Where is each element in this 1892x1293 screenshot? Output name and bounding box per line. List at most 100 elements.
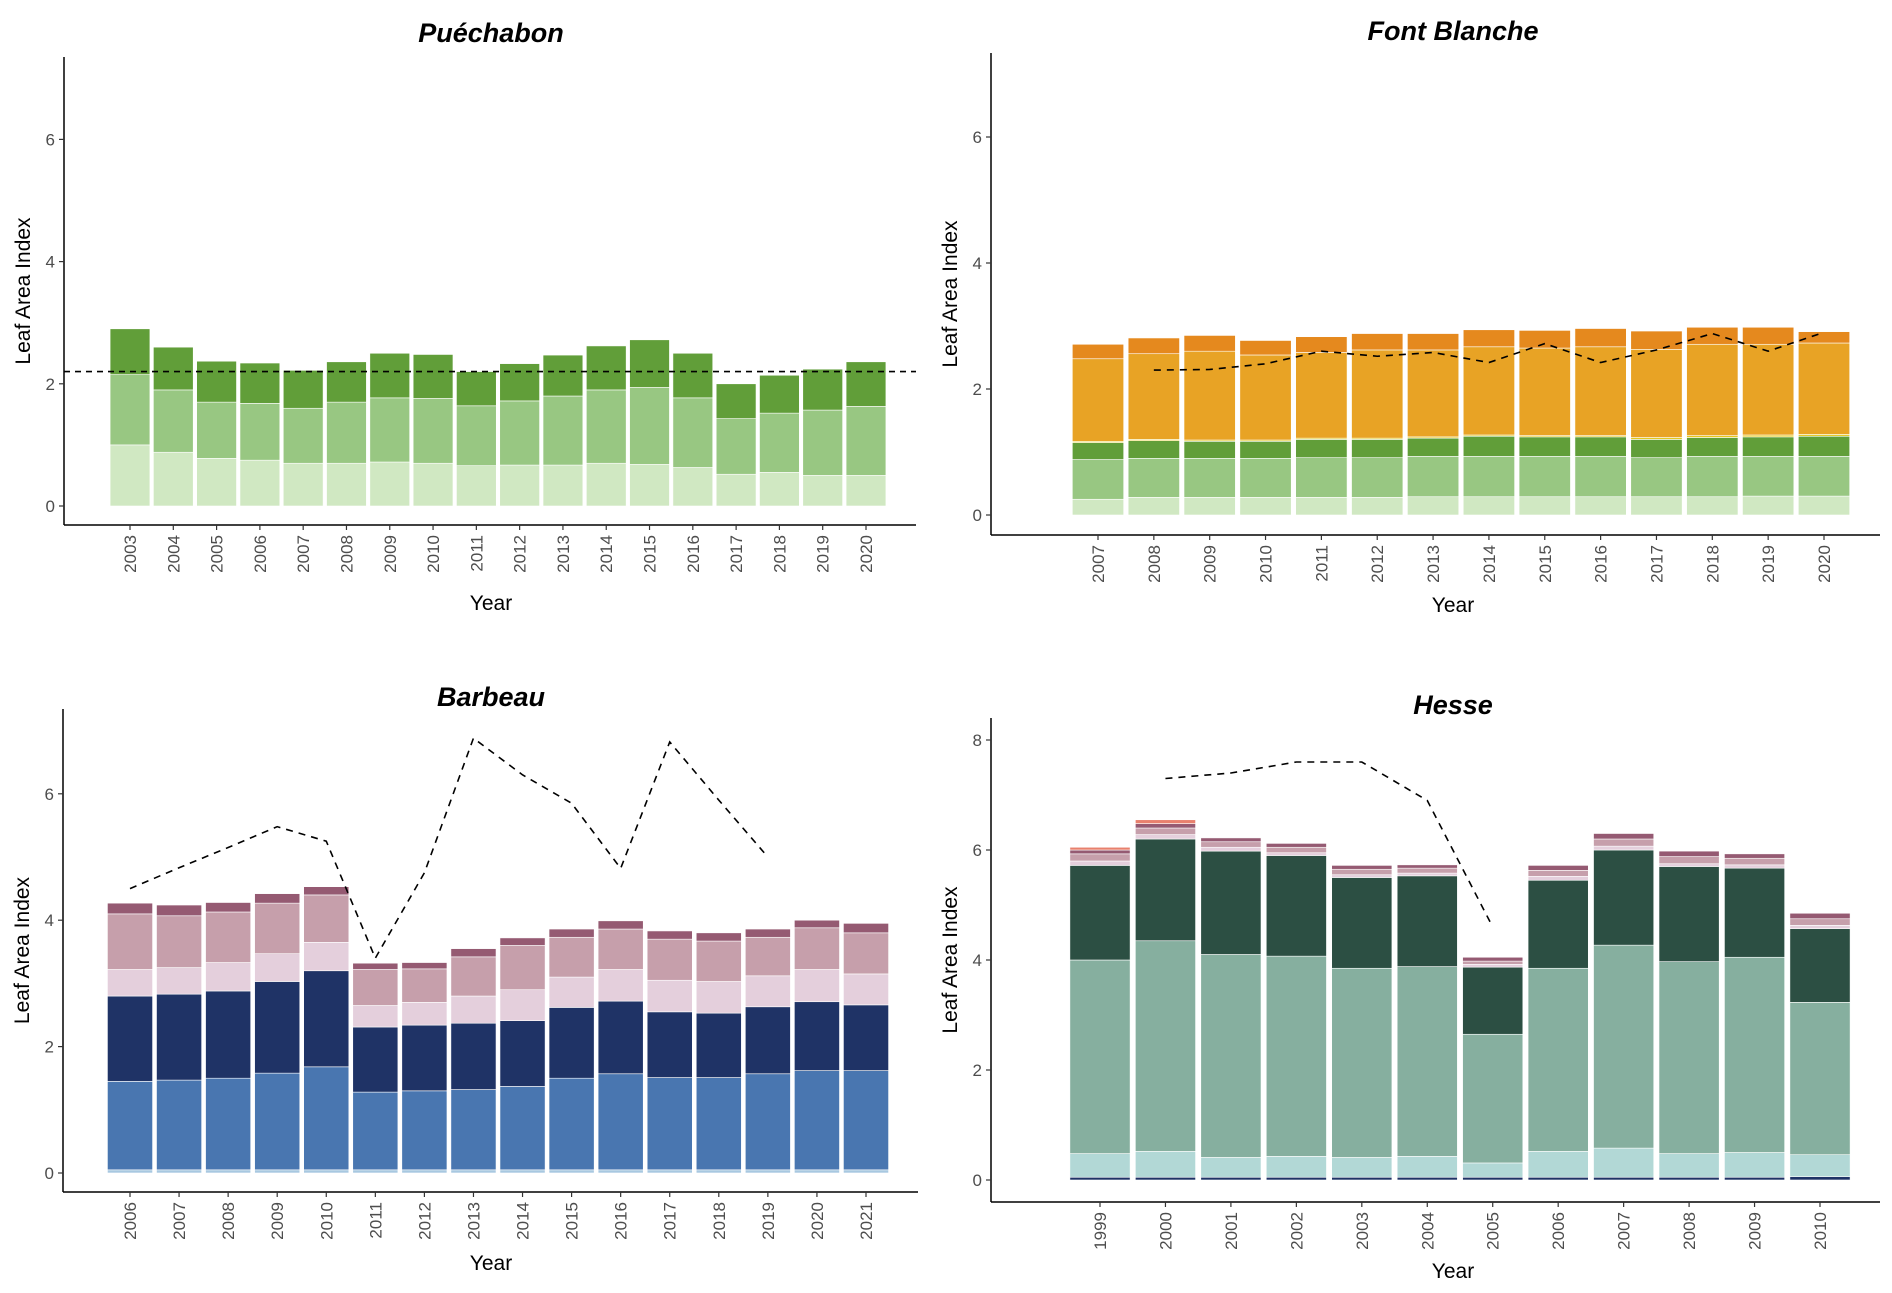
bar-segment-2010-layer-3 (1789, 1002, 1851, 1155)
bar-segment-2009-layer-3 (369, 352, 410, 399)
bar-segment-2020-layer-1 (1798, 495, 1850, 516)
x-axis-title: Year (470, 592, 512, 615)
bar-segment-2009-layer-2 (254, 1072, 301, 1171)
bar-segment-2014-layer-1 (499, 1169, 546, 1174)
bar-segment-2011-layer-1 (456, 465, 497, 507)
bar-segment-2009-layer-1 (369, 461, 410, 507)
bar-segment-2015-layer-1 (629, 464, 670, 507)
x-tick-label: 2006 (121, 1202, 140, 1240)
bar-segment-2018-layer-3 (1686, 437, 1739, 457)
bar-segment-2016-layer-5 (1574, 346, 1627, 436)
bar-segment-2008-layer-3 (205, 990, 252, 1079)
bar-segment-2014-layer-2 (586, 389, 627, 464)
bar-segment-2011-layer-2 (456, 405, 497, 466)
bar-segment-2006-layer-3 (239, 362, 281, 404)
bar-segment-2019-layer-2 (744, 1073, 791, 1171)
bar-segment-1999-layer-4 (1069, 865, 1131, 961)
bar-segment-2014-layer-2 (499, 1086, 546, 1171)
bar-segment-2012-layer-2 (499, 400, 540, 466)
bar-segment-2009-layer-3 (1183, 440, 1236, 459)
bar-segment-2018-layer-1 (695, 1169, 742, 1174)
bar-segment-2009-layer-5 (254, 902, 301, 954)
y-tick-label: 0 (46, 497, 55, 516)
x-tick-label: 2006 (251, 535, 270, 573)
bar-segment-2003-layer-3 (1331, 967, 1393, 1158)
bar-segment-2013-layer-3 (1407, 437, 1460, 457)
bar-segment-2008-layer-2 (1658, 1153, 1720, 1178)
bar-segment-2013-layer-6 (1407, 333, 1460, 351)
bar-segment-2008-layer-7 (1658, 850, 1720, 857)
bar-segment-2017-layer-5 (1630, 349, 1683, 438)
bar-segment-2003-layer-6 (1331, 868, 1393, 876)
bar-segment-2007-layer-4 (1593, 849, 1655, 946)
bar-segment-2007-layer-2 (1072, 459, 1124, 500)
bar-segment-2006-layer-1 (1527, 1176, 1589, 1181)
bar-segment-2003-layer-5 (1331, 874, 1393, 878)
x-tick-label: 2018 (710, 1202, 729, 1240)
y-tick-label: 6 (45, 785, 54, 804)
bar-segment-2019-layer-1 (802, 475, 843, 507)
bar-segment-2009-layer-3 (254, 981, 301, 1074)
x-tick-label: 2017 (727, 535, 746, 573)
bar-segment-2009-layer-3 (1724, 956, 1785, 1153)
bar-segment-2004-layer-3 (1396, 966, 1458, 1157)
bar-segment-1999-layer-5 (1069, 860, 1131, 866)
bar-segment-2010-layer-6 (1239, 340, 1292, 356)
x-tick-label: 2007 (170, 1202, 189, 1240)
x-tick-label: 2021 (857, 1202, 876, 1240)
bar-segment-2013-layer-2 (542, 395, 584, 466)
bar-segment-2011-layer-3 (456, 371, 497, 407)
bar-segment-2017-layer-1 (646, 1169, 693, 1174)
bar-segment-2005-layer-3 (196, 360, 237, 403)
bar-segment-2010-layer-1 (412, 462, 454, 507)
y-tick-label: 6 (973, 841, 982, 860)
x-tick-label: 2004 (1418, 1212, 1437, 1250)
bar-segment-2001-layer-5 (1200, 846, 1262, 852)
bar-segment-2019-layer-3 (1742, 436, 1795, 457)
bar-segment-2007-layer-2 (282, 407, 324, 464)
bar-segment-2010-layer-2 (1239, 457, 1292, 498)
bar-segment-2010-layer-1 (1239, 497, 1292, 516)
y-tick-label: 0 (45, 1164, 54, 1183)
bar-segment-2004-layer-2 (1396, 1156, 1458, 1178)
bar-segment-2009-layer-4 (254, 953, 301, 982)
bar-segment-2007-layer-4 (156, 967, 202, 995)
bar-segment-2000-layer-6 (1135, 827, 1196, 835)
bar-segment-2014-layer-2 (1462, 456, 1515, 498)
x-tick-label: 2020 (857, 535, 876, 573)
bar-segment-1999-layer-8 (1069, 846, 1131, 851)
bar-segment-2019-layer-1 (1742, 495, 1795, 516)
x-tick-label: 2015 (563, 1202, 582, 1240)
bar-segment-2008-layer-4 (1658, 866, 1720, 962)
bar-segment-2011-layer-1 (1295, 497, 1348, 516)
bar-segment-2001-layer-3 (1200, 954, 1262, 1158)
bar-segment-2006-layer-7 (1527, 865, 1589, 871)
bar-segment-2017-layer-6 (646, 930, 693, 940)
panel-barbeau: 0 2 4 6 2006 2007 2008 2009 2010 2011 2012 2013 2014… (11, 682, 918, 1275)
bar-segment-2009-layer-4 (1724, 867, 1785, 958)
bar-segment-2016-layer-3 (597, 1000, 644, 1075)
x-tick-label: 2020 (808, 1202, 827, 1240)
bar-segment-2004-layer-3 (153, 346, 194, 391)
bar-segment-2007-layer-3 (1593, 944, 1655, 1149)
bar-segment-2002-layer-3 (1265, 955, 1327, 1157)
bar-segment-2010-layer-2 (303, 1066, 350, 1171)
bar-segment-2002-layer-1 (1265, 1176, 1327, 1181)
bar-segment-2004-layer-7 (1396, 864, 1458, 869)
x-tick-label: 2019 (1759, 545, 1778, 583)
bar-segment-2005-layer-2 (196, 401, 237, 459)
bar-segment-2004-layer-4 (1396, 875, 1458, 967)
x-axis-title: Year (1432, 1260, 1474, 1283)
bar-segment-2021-layer-1 (843, 1169, 889, 1174)
bar-segment-2001-layer-4 (1200, 850, 1262, 955)
bar-segment-2009-layer-5 (1183, 350, 1236, 441)
bar-segment-2011-layer-3 (352, 1026, 399, 1093)
bar-segment-2008-layer-5 (1658, 863, 1720, 867)
bar-segment-2020-layer-1 (794, 1169, 840, 1174)
bar-segment-2008-layer-2 (205, 1077, 252, 1171)
bar-segment-2013-layer-1 (542, 464, 584, 507)
bar-segment-2000-layer-3 (1135, 940, 1196, 1152)
y-axis-title: Leaf Area Index (11, 876, 34, 1024)
bar-segment-2010-layer-2 (412, 398, 454, 464)
bar-segment-2007-layer-6 (1072, 343, 1124, 360)
